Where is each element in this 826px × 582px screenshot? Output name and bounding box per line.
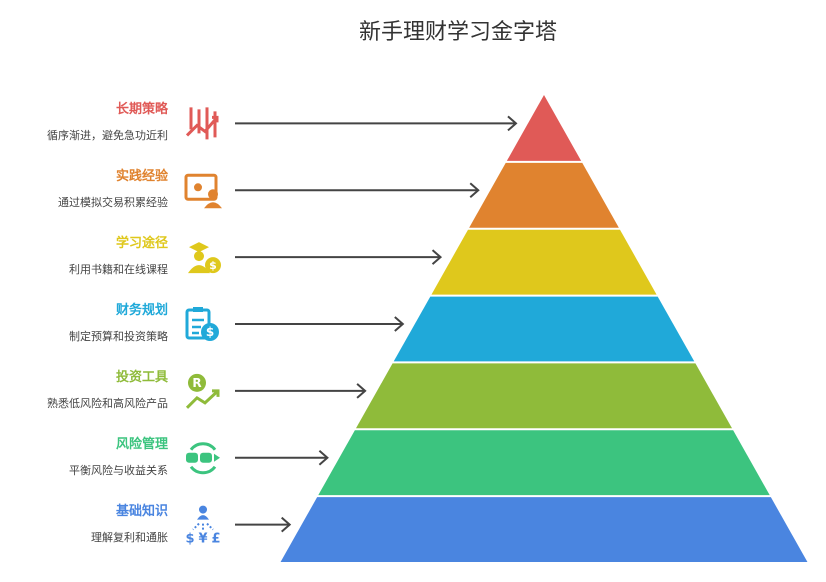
arrow-head-icon	[469, 182, 480, 199]
level-label: 风险管理	[115, 436, 168, 452]
svg-text:R: R	[192, 376, 201, 390]
arrow-head-icon	[356, 383, 367, 399]
svg-text:¥: ¥	[198, 532, 207, 547]
level-description: 制定预算和投资策略	[69, 330, 168, 343]
level-description: 通过模拟交易积累经验	[58, 196, 168, 210]
level-description: 理解复利和通胀	[91, 530, 168, 544]
level-description: 熟悉低风险和高风险产品	[47, 396, 168, 410]
level-description: 平衡风险与收益关系	[69, 463, 168, 477]
level-3-text: 学习途径利用书籍和在线课程	[0, 235, 168, 277]
arrow-head-icon	[431, 249, 443, 265]
svg-text:$: $	[209, 259, 217, 272]
arrow-head-icon	[507, 115, 518, 132]
level-label: 长期策略	[115, 102, 168, 118]
pyramid-layer	[431, 229, 657, 295]
arrow-head-icon	[281, 516, 292, 533]
pyramid-layer	[318, 430, 770, 496]
level-4-text: 财务规划制定预算和投资策略	[0, 302, 168, 344]
exchange-cycle-icon	[186, 442, 220, 475]
clipboard-dollar-icon: $	[185, 307, 219, 341]
monitor-user-icon	[184, 173, 222, 209]
level-label: 实践经验	[115, 169, 168, 185]
level-label: 财务规划	[115, 303, 168, 318]
svg-text:£: £	[211, 532, 220, 547]
pyramid-layer	[280, 497, 808, 562]
level-5-text: 投资工具熟悉低风险和高风险产品	[0, 369, 168, 411]
level-7-text: 基础知识理解复利和通胀	[0, 503, 168, 545]
level-1-text: 长期策略循序渐进，避免急功近利	[0, 101, 168, 143]
graduate-coin-icon: $	[188, 242, 221, 274]
svg-text:$: $	[206, 325, 214, 339]
level-description: 利用书籍和在线课程	[69, 263, 168, 277]
svg-text:$: $	[185, 532, 194, 547]
pyramid-layer	[355, 363, 733, 429]
person-currency-icon: $ ¥ £	[185, 505, 221, 547]
level-description: 循序渐进，避免急功近利	[47, 129, 168, 143]
pyramid-layer	[506, 95, 582, 161]
diagram-title: 新手理财学习金字塔	[358, 20, 557, 45]
level-label: 基础知识	[115, 503, 168, 519]
level-2-text: 实践经验通过模拟交易积累经验	[0, 168, 168, 210]
level-6-text: 风险管理平衡风险与收益关系	[0, 436, 168, 478]
arrow-head-icon	[394, 316, 405, 332]
rupee-trend-icon: R	[185, 373, 220, 409]
pyramid-layer	[469, 162, 619, 228]
pyramid-layer	[393, 296, 695, 362]
level-label: 投资工具	[115, 369, 168, 385]
arrow-head-icon	[318, 449, 329, 466]
level-label: 学习途径	[115, 236, 168, 252]
growth-chart-icon	[185, 107, 219, 140]
